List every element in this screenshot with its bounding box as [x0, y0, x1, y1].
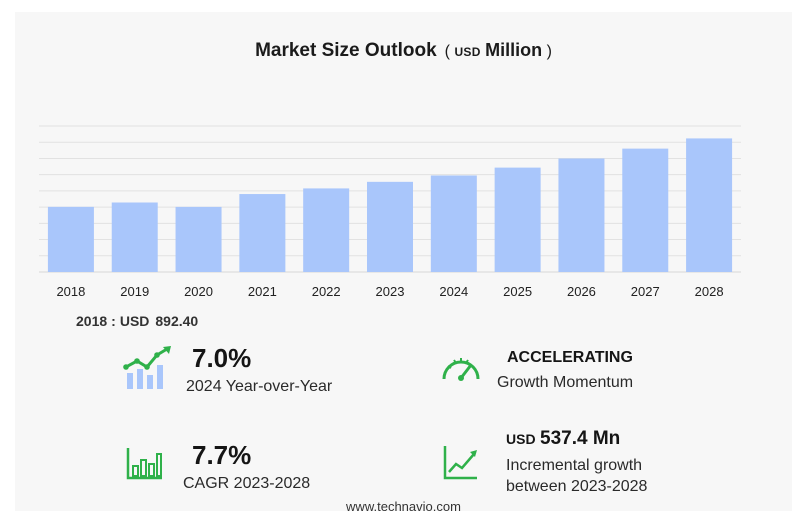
x-tick-label-2027: 2027	[631, 284, 660, 299]
yoy-value: 7.0%	[192, 343, 252, 373]
x-tick-label-2024: 2024	[439, 284, 468, 299]
x-tick-label-2023: 2023	[376, 284, 405, 299]
cagr-value: 7.7%	[192, 440, 252, 470]
bar-2019	[111, 202, 158, 272]
bar-2024	[430, 175, 477, 272]
x-tick-label-2028: 2028	[695, 284, 724, 299]
trend-line-icon	[443, 446, 477, 480]
bar-2028	[686, 138, 733, 272]
bar-chart: 2018 2019 2020 2021 2022 2023 2024 2025 2026 2027…	[39, 125, 741, 299]
bar-2021	[239, 194, 286, 272]
source-footer: www.technavio.com	[346, 499, 461, 514]
speedometer-icon	[442, 358, 480, 381]
yoy-label: 2024 Year-over-Year	[186, 378, 333, 395]
chart-title-unit: ( USD Million )	[444, 40, 552, 60]
chart-title-main: Market Size Outlook	[255, 40, 437, 61]
growth-chart-icon	[123, 346, 171, 389]
x-tick-label-2019: 2019	[120, 284, 149, 299]
momentum-label: Growth Momentum	[497, 374, 634, 391]
x-tick-label-2025: 2025	[503, 284, 532, 299]
bar-2023	[367, 181, 413, 272]
x-tick-label-2018: 2018	[56, 284, 85, 299]
bar-2026	[558, 158, 605, 272]
bar-2022	[303, 188, 350, 272]
incremental-value: USD 537.4 Mn	[506, 428, 621, 449]
momentum-value: ACCELERATING	[507, 349, 633, 366]
chart-title: Market Size Outlook ( USD Million )	[0, 40, 807, 62]
base-year-value: 2018: USD 892.40	[76, 313, 199, 329]
x-tick-label-2022: 2022	[312, 284, 341, 299]
bar-2018	[47, 206, 94, 272]
x-tick-label-2021: 2021	[248, 284, 277, 299]
x-tick-label-2026: 2026	[567, 284, 596, 299]
bar-2025	[494, 167, 541, 272]
x-tick-label-2020: 2020	[184, 284, 213, 299]
incremental-label-line1: Incremental growth	[506, 457, 643, 474]
bar-2020	[175, 206, 222, 272]
bar-chart-icon	[126, 448, 162, 480]
bar-2027	[622, 148, 669, 272]
cagr-label: CAGR 2023-2028	[183, 475, 311, 492]
incremental-label-line2: between 2023-2028	[506, 478, 648, 495]
